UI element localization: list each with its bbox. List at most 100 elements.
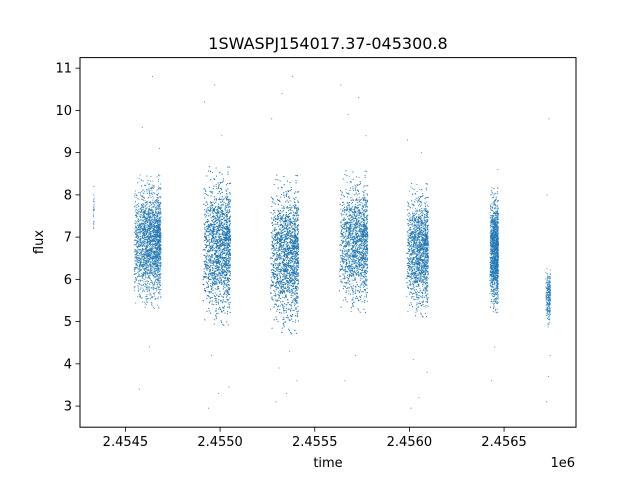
data-point <box>144 209 146 211</box>
data-point <box>158 197 160 199</box>
data-point <box>149 242 151 244</box>
data-point <box>154 298 156 300</box>
data-point <box>155 276 157 278</box>
data-point <box>143 260 145 262</box>
data-point <box>142 208 144 210</box>
data-point <box>221 196 223 198</box>
data-point <box>153 267 155 269</box>
data-point <box>135 205 137 207</box>
data-point <box>142 245 144 247</box>
data-point <box>142 268 145 270</box>
data-point <box>157 248 159 250</box>
data-point <box>150 204 152 206</box>
data-point <box>158 289 160 291</box>
data-point <box>146 300 148 302</box>
data-point <box>155 249 157 251</box>
data-point <box>134 273 136 275</box>
data-point <box>135 221 138 223</box>
data-point <box>154 253 156 255</box>
data-point <box>156 176 158 178</box>
data-point <box>144 202 146 204</box>
data-point <box>142 229 144 231</box>
data-point <box>221 212 223 214</box>
data-point <box>154 259 156 261</box>
data-point <box>151 209 153 211</box>
data-point <box>222 203 224 205</box>
data-point <box>140 279 142 281</box>
data-point <box>139 240 141 242</box>
data-point <box>143 251 145 253</box>
data-point <box>156 276 159 278</box>
data-point <box>137 290 139 292</box>
data-point <box>153 184 155 186</box>
data-point <box>205 256 207 258</box>
data-point <box>205 255 207 257</box>
data-point <box>206 208 208 210</box>
data-point <box>154 281 156 283</box>
data-point <box>156 275 158 277</box>
data-point <box>156 223 158 225</box>
data-point <box>219 214 221 216</box>
data-point <box>142 240 144 242</box>
data-point <box>149 264 151 266</box>
data-point <box>153 221 155 223</box>
data-point <box>148 234 150 236</box>
data-point <box>144 275 146 277</box>
data-point <box>221 237 223 239</box>
data-point <box>136 259 138 261</box>
data-point <box>146 229 148 231</box>
data-point <box>153 197 155 199</box>
data-point <box>139 252 141 254</box>
data-point <box>209 190 211 192</box>
data-point <box>206 310 208 312</box>
data-point <box>154 261 156 263</box>
data-point <box>211 229 213 231</box>
data-point <box>147 224 149 227</box>
data-point <box>147 192 149 195</box>
data-point <box>151 213 153 215</box>
data-point <box>152 203 154 205</box>
data-point <box>156 194 158 197</box>
data-point <box>149 210 151 212</box>
data-point <box>147 252 149 254</box>
data-point <box>156 239 158 242</box>
data-point <box>93 223 95 225</box>
data-point <box>153 218 156 220</box>
data-point <box>147 226 149 228</box>
data-point <box>140 218 142 220</box>
data-point <box>146 257 148 259</box>
data-point <box>148 297 150 300</box>
data-point <box>152 180 154 182</box>
data-point <box>137 244 139 246</box>
data-point <box>149 248 151 250</box>
data-point <box>147 288 149 290</box>
data-point <box>137 247 139 249</box>
data-point <box>148 257 150 259</box>
data-point <box>223 218 225 220</box>
data-point <box>157 193 159 195</box>
data-point <box>146 243 148 246</box>
data-point <box>151 190 153 192</box>
data-point <box>149 200 151 202</box>
data-point <box>150 280 153 282</box>
data-point <box>157 269 159 272</box>
data-point <box>153 307 155 310</box>
data-point <box>150 269 152 271</box>
data-point <box>157 200 159 202</box>
data-point <box>151 256 153 258</box>
data-point <box>145 268 147 270</box>
data-point <box>159 232 161 234</box>
data-point <box>145 295 147 298</box>
data-point <box>134 258 136 260</box>
data-point <box>157 207 159 209</box>
data-point <box>150 266 152 268</box>
data-point <box>157 250 159 252</box>
data-point <box>137 257 139 259</box>
data-point <box>144 247 146 249</box>
data-point <box>148 278 151 280</box>
data-point <box>141 250 143 253</box>
data-point <box>150 263 152 265</box>
data-point <box>157 211 159 213</box>
data-point <box>150 192 152 194</box>
data-point <box>213 249 215 251</box>
